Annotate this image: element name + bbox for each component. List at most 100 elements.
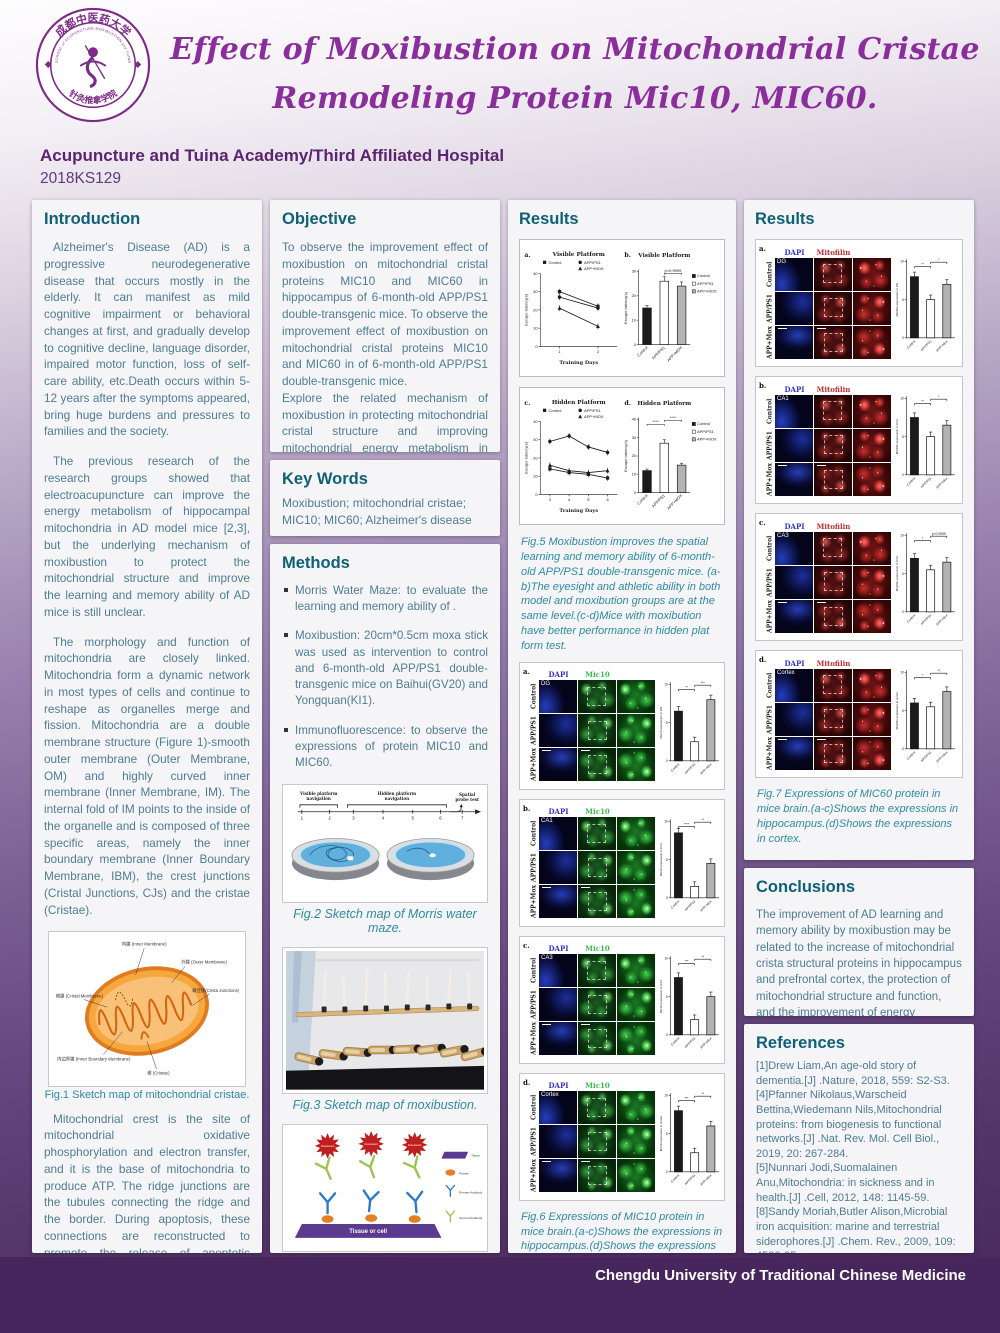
objective-paragraph-2: Explore the related mechanism of moxibus…	[282, 390, 488, 452]
stain-channel-label: Mic10	[585, 670, 610, 680]
fig2-phase-label: navigation	[306, 796, 331, 801]
svg-text:10: 10	[900, 671, 904, 675]
fig5-visible-platform-panel: a. Visible Platform Control APP/PS1 APP+MOX 0…	[519, 239, 725, 377]
scale-bar	[817, 601, 826, 603]
dapi-image-cell	[539, 1022, 577, 1056]
svg-text:5: 5	[902, 572, 904, 576]
dapi-image-cell	[539, 748, 577, 782]
svg-text:10: 10	[664, 1094, 668, 1098]
section-heading-methods: Methods	[282, 554, 350, 572]
fig4-immunofluorescence-diagram: Fluorescent Fluorescent Fluorescent Tiss…	[282, 1123, 488, 1253]
stain-image-cell	[578, 1125, 616, 1159]
svg-text:20: 20	[533, 307, 538, 312]
svg-text:30: 30	[632, 269, 637, 274]
fluorescence-panel-dg: a. DAPI Mitofilin Control DG APP/PS1 APP+Mox 0 5…	[755, 239, 963, 367]
fig2-day: 7	[461, 816, 464, 821]
svg-text:APP/PS1: APP/PS1	[697, 429, 715, 434]
stain-zoom-cell	[853, 531, 891, 565]
dapi-channel-label: DAPI	[784, 658, 805, 668]
svg-text:6: 6	[606, 497, 609, 502]
references-card: References [1]Drew Liam,An age-old story…	[744, 1024, 974, 1253]
group-row-label: APP/PS1	[530, 716, 538, 746]
fig1-label: 内边界膜 (Inner Boundary Membrane)	[57, 1056, 131, 1063]
stain-channel-label: Mitofilin	[816, 384, 851, 394]
chart-hidden-platform-bar: d. Hidden Platform 0 10 20 30 40 Control APP/PS1…	[622, 392, 722, 520]
svg-text:10: 10	[664, 957, 668, 961]
key-words-text: Moxibustion; mitochondrial cristae; MIC1…	[282, 496, 472, 528]
stain-zoom-cell	[617, 1091, 655, 1125]
dapi-image-cell: DG	[775, 257, 813, 291]
results-mic10-card: Results a. Visible Platform Control APP/PS1…	[508, 200, 736, 1253]
svg-text:Control: Control	[670, 899, 681, 910]
panel-letter: c.	[759, 518, 766, 527]
svg-text:p>0.9999: p>0.9999	[665, 268, 683, 273]
svg-text:Control: Control	[697, 421, 710, 426]
dapi-channel-label: DAPI	[548, 944, 569, 954]
svg-text:20: 20	[632, 453, 637, 458]
group-row-label: Control	[530, 958, 538, 984]
svg-text:***: ***	[685, 959, 690, 963]
group-row-label: APP/PS1	[766, 430, 774, 460]
zoom-region-box	[588, 857, 607, 877]
svg-text:Mic10 expression in cortex: Mic10 expression in cortex	[659, 1115, 663, 1151]
zoom-region-box	[587, 1097, 606, 1117]
stain-channel-label: Mic10	[585, 1081, 610, 1091]
dapi-channel-label: DAPI	[548, 670, 569, 680]
methods-card: Methods Morris Water Maze: to evaluate t…	[270, 544, 500, 1253]
svg-text:*: *	[922, 537, 924, 541]
fluorescent-label: Fluorescent	[408, 1143, 422, 1147]
svg-text:APP+MOX: APP+MOX	[584, 266, 604, 271]
fig2-caption: Fig.2 Sketch map of Morris water maze.	[293, 907, 477, 936]
zoom-region-box	[588, 755, 607, 775]
stain-image-cell	[578, 1091, 616, 1125]
brain-region-label: Cortex	[541, 1092, 559, 1099]
svg-text:0: 0	[902, 747, 904, 751]
svg-text:0: 0	[666, 896, 668, 900]
zoom-region-box	[588, 892, 607, 912]
poster-title-line1: Effect of Moxibustion on Mitochondrial C…	[170, 32, 980, 67]
fig5-hidden-platform-panel: c. Hidden Platform Control APP/PS1 APP+MOX 0 1…	[519, 387, 725, 525]
scale-bar	[581, 1024, 590, 1026]
stain-zoom-cell	[617, 1125, 655, 1159]
brain-region-label: CA1	[777, 395, 789, 402]
expression-bar-chart: 0 5 10 Control APP/PS1 APP+Mox * p>0.9999 Mitofi…	[895, 523, 957, 630]
panel-letter: a.	[759, 244, 766, 253]
group-row-label: APP/PS1	[530, 990, 538, 1020]
fig1-label: 嵴 (Cristae)	[147, 1070, 170, 1077]
svg-text:Escape latency(s): Escape latency(s)	[523, 441, 528, 474]
stain-image-cell	[578, 714, 616, 748]
brain-region-label: CA3	[777, 532, 789, 539]
svg-text:Escape latency(s): Escape latency(s)	[523, 293, 528, 326]
zoom-region-box	[587, 823, 606, 843]
reference-item: [4]Pfanner Nikolaus,Warscheid Bettina,Wi…	[756, 1089, 942, 1160]
dapi-channel-label: DAPI	[784, 521, 805, 531]
reference-item: [1]Drew Liam,An age-old story of dementi…	[756, 1060, 950, 1087]
svg-text:*: *	[922, 674, 924, 678]
svg-text:Escape latency(s): Escape latency(s)	[623, 439, 628, 472]
introduction-card: Introduction Alzheimer's Disease (AD) is…	[32, 200, 262, 1253]
svg-text:****: ****	[670, 415, 677, 420]
fig7-caption: Fig.7 Expressions of MIC60 protein in mi…	[757, 788, 959, 845]
stain-image-cell	[814, 462, 852, 496]
fig2-phase-label: navigation	[385, 796, 410, 801]
svg-text:0: 0	[666, 1170, 668, 1174]
svg-text:APP/PS1: APP/PS1	[920, 751, 933, 764]
svg-text:APP/PS1: APP/PS1	[684, 1173, 697, 1186]
section-heading-references: References	[756, 1034, 845, 1052]
zoom-region-box	[587, 686, 606, 706]
dapi-image-cell	[775, 599, 813, 633]
fluorescent-label: Fluorescent	[364, 1142, 378, 1146]
immunofluorescence-icon: Fluorescent Fluorescent Fluorescent Tiss…	[286, 1127, 484, 1249]
svg-text:3: 3	[549, 497, 552, 502]
group-row-label: Control	[530, 1095, 538, 1121]
stain-zoom-cell	[617, 954, 655, 988]
svg-text:40: 40	[533, 271, 538, 276]
svg-text:APP/PS1: APP/PS1	[697, 281, 715, 286]
svg-text:20: 20	[632, 293, 637, 298]
svg-text:***: ***	[685, 1096, 690, 1100]
poster-title-line2: Remodeling Protein Mic10, MIC60.	[272, 80, 878, 116]
svg-text:Mic10 expression in CA1: Mic10 expression in CA1	[659, 843, 663, 876]
stain-zoom-cell	[853, 394, 891, 428]
